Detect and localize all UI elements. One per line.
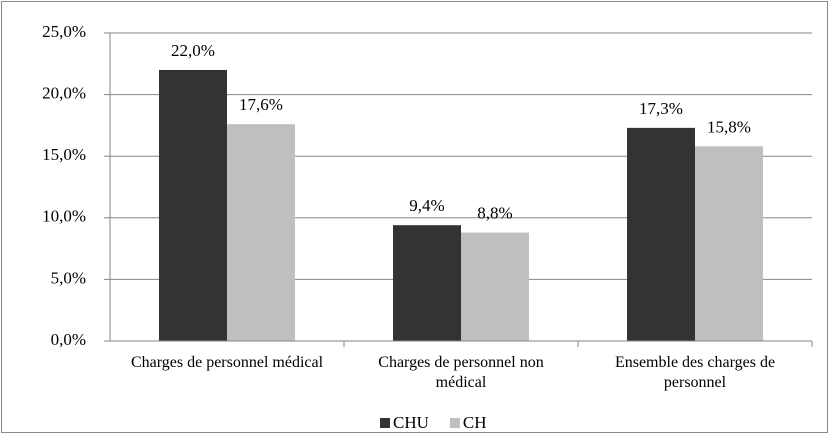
legend-swatch <box>449 418 460 428</box>
data-label: 8,8% <box>477 203 512 222</box>
data-label: 17,6% <box>239 95 283 114</box>
y-tick-label: 20,0% <box>42 84 86 103</box>
y-tick-label: 5,0% <box>51 268 86 287</box>
data-label: 15,8% <box>707 117 751 136</box>
bar <box>627 127 695 341</box>
bar <box>461 232 529 341</box>
x-tick-label: Charges de personnel médical <box>130 354 324 371</box>
y-tick-label: 0,0% <box>51 330 86 349</box>
legend-label: CHU <box>393 413 429 432</box>
x-tick-label: Charges de personnel non médical <box>378 354 544 391</box>
bar <box>393 225 461 341</box>
bar <box>159 69 227 342</box>
bar <box>227 124 295 341</box>
y-tick-label: 10,0% <box>42 207 86 226</box>
data-label: 17,3% <box>639 99 683 118</box>
y-tick-label: 15,0% <box>42 145 86 164</box>
data-label: 22,0% <box>171 41 215 60</box>
legend-swatch <box>380 418 390 428</box>
bar <box>695 146 763 341</box>
x-tick-label: Ensemble des charges de personnel <box>614 354 776 391</box>
y-tick-label: 25,0% <box>42 22 86 41</box>
data-label: 9,4% <box>409 196 444 215</box>
legend-label: CH <box>463 413 487 432</box>
